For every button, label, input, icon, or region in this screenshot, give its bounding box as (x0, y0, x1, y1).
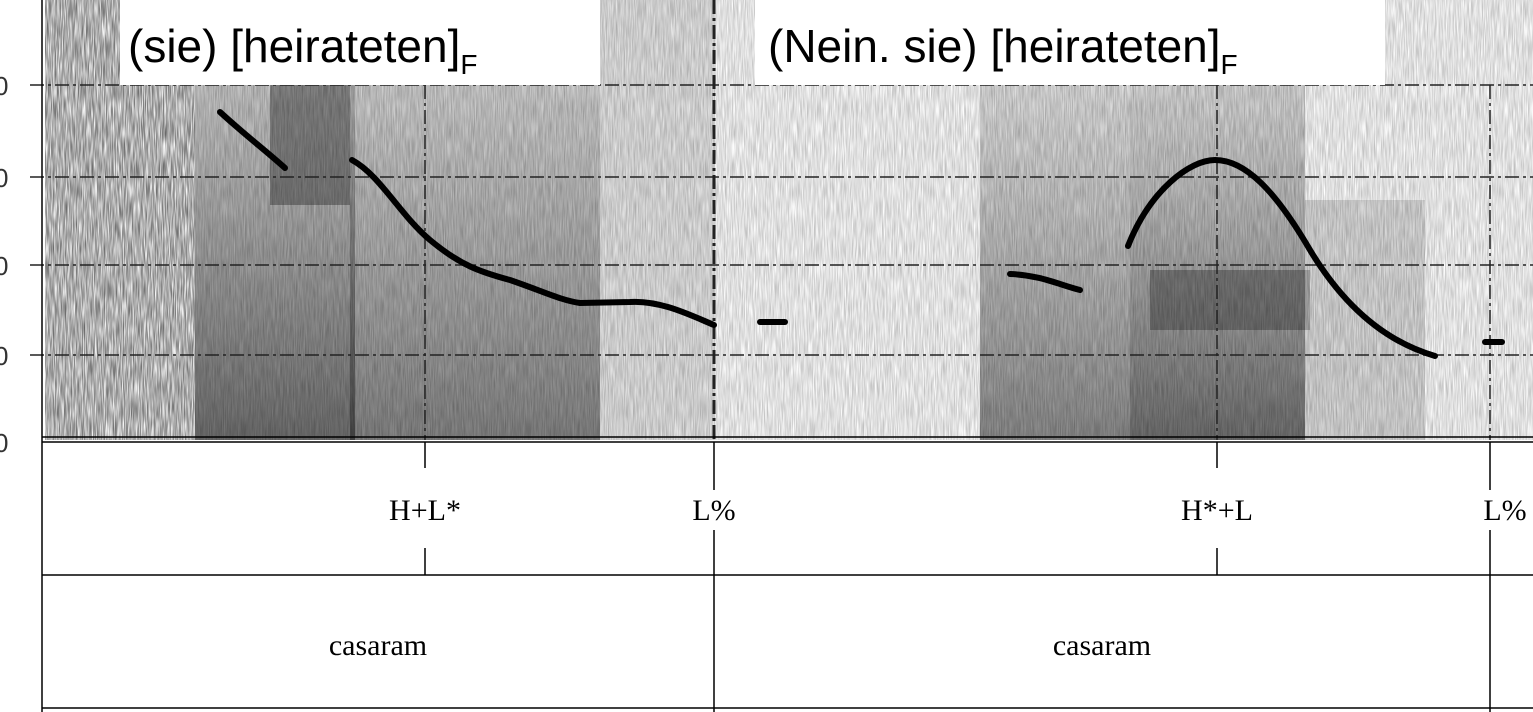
caption-box (755, 0, 1385, 85)
word-label: casaram (329, 629, 427, 662)
word-label: casaram (1053, 629, 1151, 662)
caption-subscript: F (1221, 49, 1238, 80)
tone-label: H+L* (389, 494, 461, 527)
caption-text: (sie) [heirateten] (128, 20, 460, 72)
tone-label: L% (692, 494, 735, 527)
axis-label: 0 (0, 251, 8, 281)
axis-label: 0 (0, 163, 8, 193)
caption-box (120, 0, 600, 85)
tone-label: L% (1483, 494, 1526, 527)
axis-label: 0 (0, 71, 8, 101)
caption-subscript: F (460, 49, 477, 80)
axis-label: 0 (0, 428, 8, 458)
tone-tier: H+L* L% H*+L L% (42, 436, 1533, 712)
pitch-track (217, 109, 1505, 359)
caption: (sie) [heirateten]F (128, 20, 478, 80)
axis-label: 0 (0, 341, 8, 371)
y-axis: 0 0 0 0 0 (0, 0, 43, 712)
caption-text: (Nein. sie) [heirateten] (768, 20, 1221, 72)
word-tier: casaram casaram (42, 629, 1533, 709)
tone-label: H*+L (1181, 494, 1253, 527)
caption: (Nein. sie) [heirateten]F (768, 20, 1238, 80)
